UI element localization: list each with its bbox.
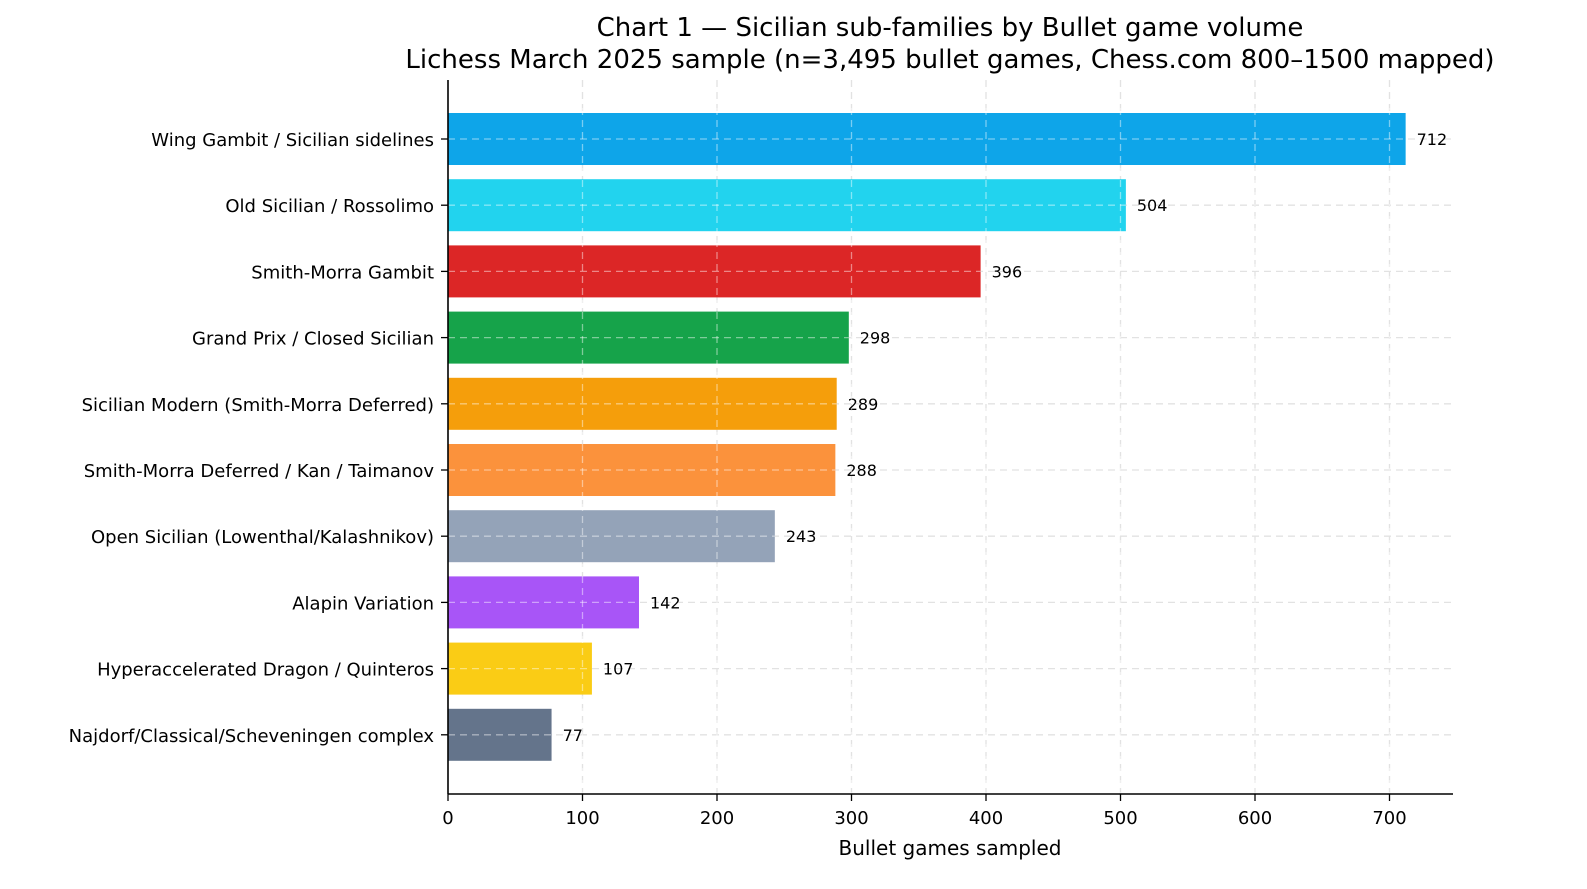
bar-4 — [448, 377, 837, 430]
x-tick-label-0: 0 — [442, 808, 453, 829]
bar-layer: 712 504 396 298 289 288 243 142 107 77 — [448, 108, 1447, 794]
bar-2 — [448, 245, 981, 298]
y-tick-label-9: Najdorf/Classical/Scheveningen complex — [69, 726, 435, 747]
data-label-6: 243 — [786, 527, 817, 546]
data-label-5: 288 — [846, 461, 877, 480]
bar-6 — [448, 510, 775, 563]
data-label-9: 77 — [563, 726, 583, 745]
bar-1 — [448, 179, 1126, 232]
chart-subtitle: Lichess March 2025 sample (n=3,495 bulle… — [405, 45, 1494, 75]
data-label-4: 289 — [848, 395, 879, 414]
y-tick-label-2: Smith-Morra Gambit — [251, 262, 434, 283]
axis-layer: 0 100 200 300 400 500 600 700 Wing Gambit / Sici… — [69, 80, 1453, 829]
x-tick-label-6: 600 — [1238, 808, 1272, 829]
x-tick-label-3: 300 — [834, 808, 868, 829]
bar-9 — [448, 708, 552, 761]
bar-8 — [448, 642, 592, 695]
y-tick-label-4: Sicilian Modern (Smith-Morra Deferred) — [82, 395, 434, 416]
data-label-1: 504 — [1137, 196, 1168, 215]
bar-3 — [448, 311, 849, 364]
data-label-3: 298 — [860, 329, 891, 348]
y-tick-label-8: Hyperaccelerated Dragon / Quinteros — [97, 660, 434, 681]
y-tick-label-1: Old Sicilian / Rossolimo — [225, 196, 434, 217]
x-tick-label-7: 700 — [1372, 808, 1406, 829]
x-tick-label-2: 200 — [700, 808, 734, 829]
data-label-8: 107 — [603, 660, 634, 679]
x-tick-label-5: 500 — [1103, 808, 1137, 829]
x-tick-label-4: 400 — [969, 808, 1003, 829]
x-axis-label: Bullet games sampled — [839, 836, 1062, 860]
data-label-2: 396 — [992, 262, 1023, 281]
y-tick-label-3: Grand Prix / Closed Sicilian — [192, 329, 434, 350]
bar-0 — [448, 113, 1406, 165]
bar-7 — [448, 576, 639, 629]
y-tick-label-5: Smith-Morra Deferred / Kan / Taimanov — [84, 461, 435, 482]
y-tick-label-7: Alapin Variation — [292, 593, 434, 614]
chart-title: Chart 1 — Sicilian sub-families by Bulle… — [597, 13, 1304, 43]
y-tick-label-6: Open Sicilian (Lowenthal/Kalashnikov) — [91, 527, 434, 548]
bar-5 — [448, 444, 836, 496]
x-tick-label-1: 100 — [565, 808, 599, 829]
data-label-0: 712 — [1417, 130, 1448, 149]
data-label-7: 142 — [650, 593, 681, 612]
y-tick-label-0: Wing Gambit / Sicilian sidelines — [151, 130, 434, 151]
